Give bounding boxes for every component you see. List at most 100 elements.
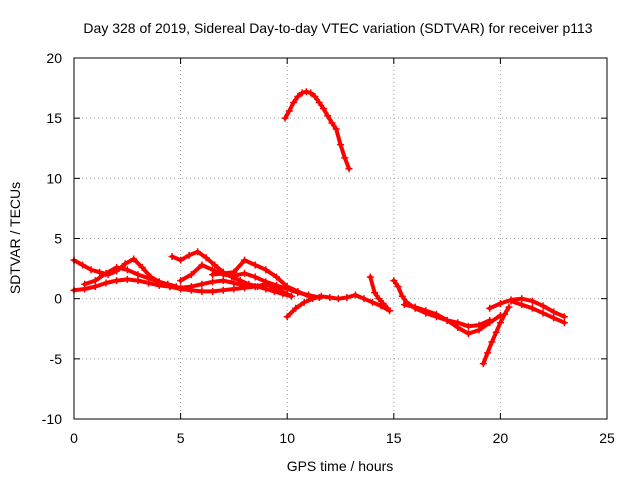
data-point xyxy=(241,269,249,277)
x-tick-label: 0 xyxy=(70,430,78,446)
data-point xyxy=(337,141,344,149)
data-point xyxy=(241,256,249,264)
data-point xyxy=(375,295,383,303)
data-point xyxy=(484,349,492,357)
data-point xyxy=(241,284,249,292)
data-point xyxy=(262,285,270,293)
data-point xyxy=(283,313,291,321)
plot-frame xyxy=(73,57,608,420)
data-point xyxy=(281,114,289,122)
data-point xyxy=(262,266,270,274)
data-point xyxy=(230,268,238,276)
data-point xyxy=(145,274,153,282)
data-point xyxy=(113,277,121,285)
data-point xyxy=(332,125,340,133)
data-point xyxy=(230,279,238,287)
series-arc-14 xyxy=(507,297,568,327)
data-point xyxy=(91,277,99,285)
data-point xyxy=(501,310,509,318)
data-point xyxy=(319,105,327,113)
series-arc-13 xyxy=(486,295,568,321)
series-arc-5 xyxy=(177,261,323,301)
data-point xyxy=(209,278,217,286)
data-point xyxy=(187,286,195,294)
data-layer xyxy=(70,88,568,368)
data-point xyxy=(464,322,472,330)
data-point xyxy=(194,248,202,256)
data-point xyxy=(198,261,206,269)
data-point xyxy=(81,280,89,288)
data-point xyxy=(113,263,121,271)
data-point xyxy=(328,119,336,127)
data-point xyxy=(230,285,238,293)
y-tick-label: 10 xyxy=(46,170,62,186)
x-tick-label: 5 xyxy=(177,430,185,446)
data-point xyxy=(454,324,462,332)
data-point xyxy=(123,266,131,274)
data-point xyxy=(294,287,302,295)
data-point xyxy=(292,304,300,312)
data-point xyxy=(294,93,302,101)
data-point xyxy=(528,297,536,305)
x-tick-label: 25 xyxy=(599,430,615,446)
series-band xyxy=(283,89,351,171)
data-point xyxy=(91,283,99,291)
grid-layer xyxy=(74,58,607,419)
data-point xyxy=(379,299,387,307)
series-arc-11 xyxy=(400,301,504,338)
data-point xyxy=(279,290,287,298)
data-point xyxy=(302,88,310,96)
y-tick-label: 20 xyxy=(46,50,62,66)
x-axis-title: GPS time / hours xyxy=(287,458,394,474)
data-point xyxy=(550,308,558,316)
data-point xyxy=(505,303,513,311)
data-point xyxy=(496,299,504,307)
data-point xyxy=(251,261,259,269)
data-point xyxy=(87,266,95,274)
data-point xyxy=(326,293,334,301)
series-band xyxy=(402,302,503,336)
data-point xyxy=(270,287,278,295)
data-point xyxy=(236,277,244,285)
data-point xyxy=(324,112,332,120)
data-point xyxy=(300,298,308,306)
data-point xyxy=(166,283,174,291)
data-point xyxy=(371,289,379,297)
data-point xyxy=(368,298,376,306)
data-point xyxy=(177,256,185,264)
data-point xyxy=(138,263,146,271)
y-tick-label: 15 xyxy=(46,110,62,126)
data-point xyxy=(366,273,374,281)
data-point xyxy=(211,261,219,269)
data-point xyxy=(492,328,500,336)
data-point xyxy=(383,304,391,312)
data-point xyxy=(121,260,129,268)
tick-layer: 0 5 10 15 20 25 -10 -5 0 5 10 15 20 xyxy=(42,50,615,446)
data-point xyxy=(488,338,496,346)
data-point xyxy=(273,281,281,289)
y-tick-label: 0 xyxy=(54,291,62,307)
data-point xyxy=(285,107,293,115)
data-point xyxy=(400,301,408,309)
data-point xyxy=(360,295,368,303)
data-point xyxy=(334,295,342,303)
data-point xyxy=(560,319,568,327)
data-point xyxy=(209,271,217,279)
data-point xyxy=(315,99,323,107)
data-point xyxy=(309,295,317,303)
data-point xyxy=(202,254,210,262)
data-point xyxy=(155,278,163,286)
series-arc-6 xyxy=(209,256,313,300)
data-point xyxy=(341,154,349,162)
data-point xyxy=(528,304,536,312)
data-point xyxy=(209,287,217,295)
data-point xyxy=(187,271,195,279)
x-tick-label: 10 xyxy=(279,430,295,446)
data-point xyxy=(168,253,176,261)
data-point xyxy=(351,291,359,299)
data-point xyxy=(198,287,206,295)
data-point xyxy=(130,255,138,263)
x-tick-label: 15 xyxy=(386,430,402,446)
data-point xyxy=(345,165,353,173)
data-point xyxy=(287,292,295,300)
